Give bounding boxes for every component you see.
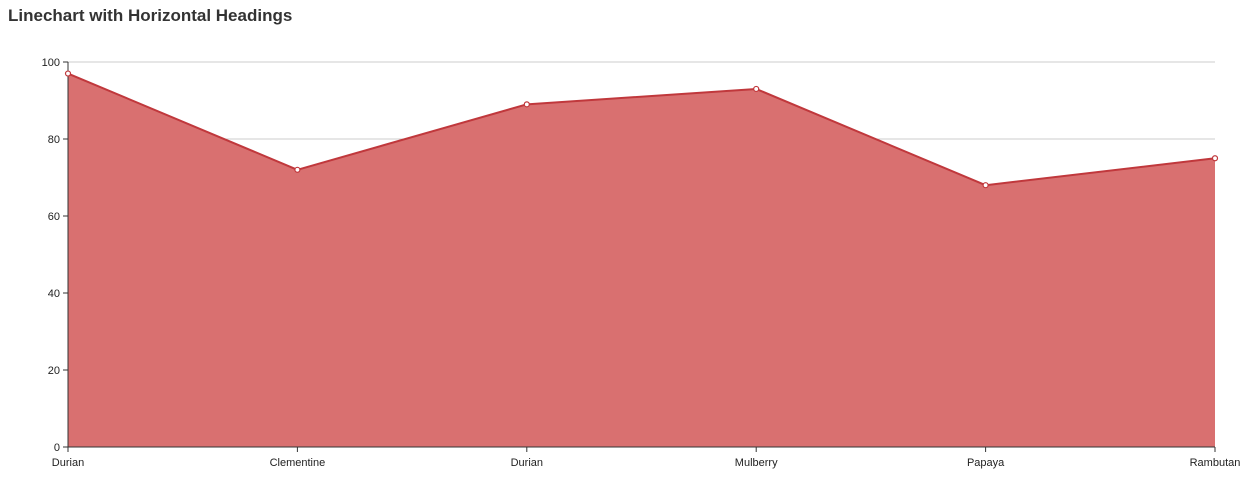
data-point [982,182,989,189]
data-point [64,70,72,77]
axes [63,61,1216,452]
x-tick-label: Durian [52,457,84,469]
x-tick-label: Mulberry [735,457,778,469]
series-line-path [67,72,1216,187]
y-tick-label: 100 [42,57,60,69]
y-tick-label: 20 [48,365,60,377]
data-point [523,101,530,108]
series-area [68,73,1215,448]
series-line [67,72,1216,187]
data-point [753,85,760,93]
y-tick-label: 0 [54,442,60,454]
x-tick-label: Papaya [967,457,1005,469]
y-tick-label: 40 [48,288,60,300]
x-tick-label: Clementine [270,457,326,469]
y-tick-label: 80 [48,134,60,146]
chart-title: Linechart with Horizontal Headings [8,6,293,25]
x-tick-label: Durian [511,457,543,469]
x-tick-label: Rambutan [1190,457,1241,469]
y-tick-label: 60 [48,211,60,223]
tick-labels: 0 20 40 60 80 100 Durian Clementine Durian Mulber… [42,57,1241,469]
data-points [64,70,1219,189]
data-point [1211,155,1219,162]
area-fill [68,73,1215,448]
data-point [294,166,301,173]
